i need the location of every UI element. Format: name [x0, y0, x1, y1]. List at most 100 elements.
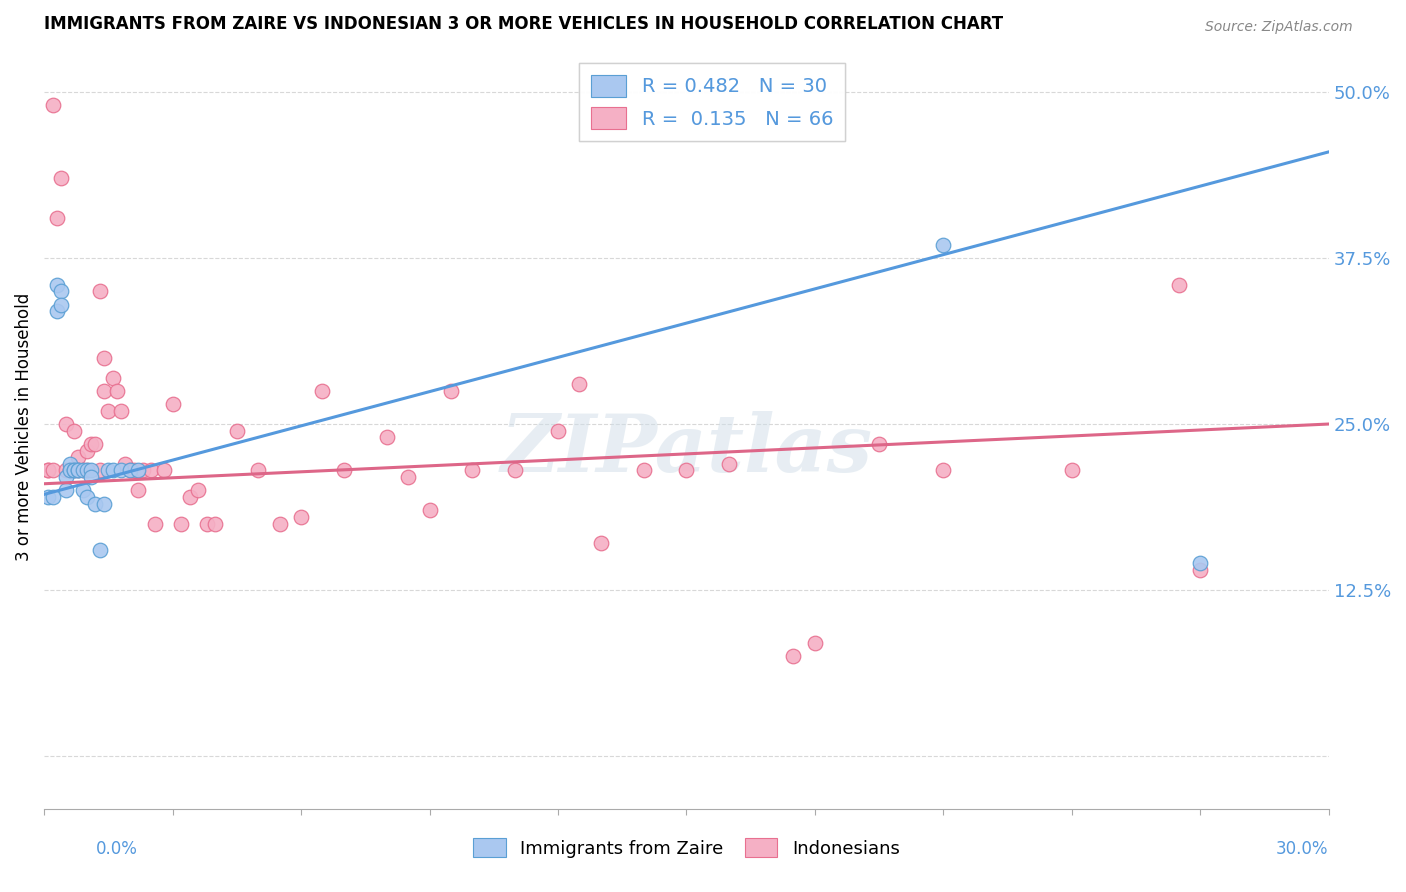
Legend: R = 0.482   N = 30, R =  0.135   N = 66: R = 0.482 N = 30, R = 0.135 N = 66 [579, 63, 845, 141]
Point [37, 463, 59, 477]
Point [84, 437, 107, 451]
Point [59, 463, 82, 477]
Point [55, 470, 77, 484]
Point [55, 483, 77, 498]
Point [89, 463, 111, 477]
Point [195, 516, 218, 531]
Point [127, 463, 149, 477]
Point [46, 304, 69, 318]
Point [51, 297, 73, 311]
Point [63, 463, 86, 477]
Point [461, 463, 484, 477]
Point [51, 171, 73, 186]
Point [418, 503, 440, 517]
Point [153, 463, 176, 477]
Point [170, 516, 193, 531]
Point [114, 457, 136, 471]
Point [105, 384, 128, 398]
Point [162, 397, 184, 411]
Text: Source: ZipAtlas.com: Source: ZipAtlas.com [1205, 20, 1353, 34]
Point [804, 636, 827, 650]
Point [179, 490, 201, 504]
Point [269, 516, 291, 531]
Y-axis label: 3 or more Vehicles in Household: 3 or more Vehicles in Household [15, 293, 32, 561]
Point [633, 463, 655, 477]
Point [122, 463, 145, 477]
Point [225, 424, 247, 438]
Point [1167, 277, 1189, 292]
Point [76, 490, 98, 504]
Point [72, 483, 94, 498]
Point [72, 463, 94, 477]
Point [93, 384, 115, 398]
Point [110, 403, 132, 417]
Point [110, 463, 132, 477]
Point [67, 463, 90, 477]
Point [76, 463, 98, 477]
Point [37, 463, 59, 477]
Point [396, 470, 419, 484]
Point [145, 516, 167, 531]
Point [782, 649, 804, 664]
Point [80, 463, 103, 477]
Point [41, 98, 63, 112]
Point [247, 463, 270, 477]
Point [868, 437, 890, 451]
Point [67, 463, 90, 477]
Point [1189, 563, 1212, 577]
Point [76, 463, 98, 477]
Text: ZIPatlas: ZIPatlas [501, 411, 873, 489]
Point [204, 516, 226, 531]
Point [547, 424, 569, 438]
Point [101, 370, 124, 384]
Point [503, 463, 526, 477]
Point [141, 463, 163, 477]
Point [59, 463, 82, 477]
Point [131, 463, 153, 477]
Point [97, 403, 120, 417]
Point [718, 457, 741, 471]
Point [290, 510, 312, 524]
Point [101, 463, 124, 477]
Point [932, 237, 955, 252]
Point [568, 377, 591, 392]
Point [89, 285, 111, 299]
Text: 30.0%: 30.0% [1277, 840, 1329, 858]
Point [59, 457, 82, 471]
Point [37, 490, 59, 504]
Point [118, 463, 141, 477]
Point [63, 463, 86, 477]
Point [59, 463, 82, 477]
Point [89, 543, 111, 558]
Point [118, 463, 141, 477]
Point [589, 536, 612, 550]
Point [55, 417, 77, 431]
Point [84, 497, 107, 511]
Point [63, 424, 86, 438]
Text: IMMIGRANTS FROM ZAIRE VS INDONESIAN 3 OR MORE VEHICLES IN HOUSEHOLD CORRELATION : IMMIGRANTS FROM ZAIRE VS INDONESIAN 3 OR… [44, 15, 1004, 33]
Point [67, 450, 90, 465]
Point [440, 384, 463, 398]
Point [41, 463, 63, 477]
Point [1060, 463, 1083, 477]
Point [72, 463, 94, 477]
Point [311, 384, 333, 398]
Point [333, 463, 356, 477]
Point [76, 443, 98, 458]
Point [51, 285, 73, 299]
Point [41, 490, 63, 504]
Point [97, 463, 120, 477]
Point [67, 463, 90, 477]
Point [932, 463, 955, 477]
Point [46, 277, 69, 292]
Point [93, 351, 115, 365]
Point [63, 463, 86, 477]
Point [93, 497, 115, 511]
Point [1189, 557, 1212, 571]
Text: 0.0%: 0.0% [96, 840, 138, 858]
Point [675, 463, 697, 477]
Point [80, 470, 103, 484]
Point [187, 483, 209, 498]
Point [127, 483, 149, 498]
Point [46, 211, 69, 226]
